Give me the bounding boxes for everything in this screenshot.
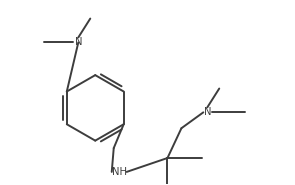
Text: NH: NH [112, 167, 127, 177]
Text: N: N [75, 37, 82, 47]
Text: N: N [204, 107, 211, 117]
